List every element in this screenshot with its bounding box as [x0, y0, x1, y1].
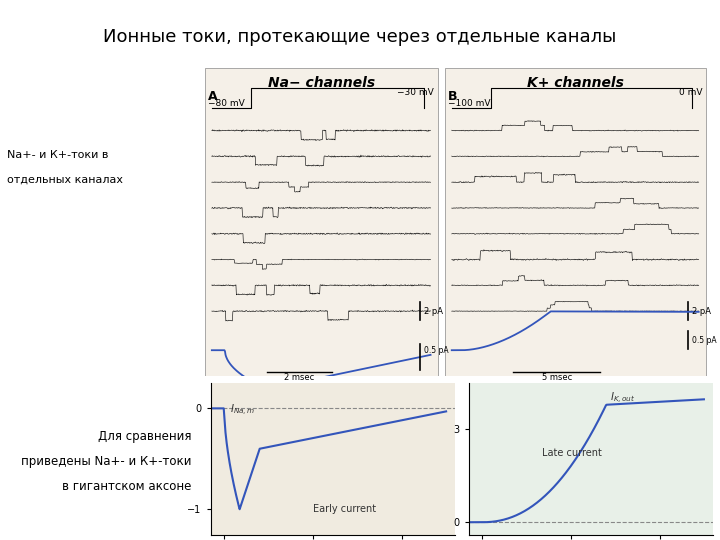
Text: K+ channels: K+ channels: [527, 76, 624, 90]
Text: $I_{K,out}$: $I_{K,out}$: [611, 391, 636, 406]
Text: 2 pA: 2 pA: [423, 307, 443, 315]
Bar: [204, 69, 438, 376]
Text: Для сравнения: Для сравнения: [98, 430, 192, 443]
Text: 2 pA: 2 pA: [692, 307, 711, 315]
Text: −80 mV: −80 mV: [208, 99, 245, 109]
Text: 0 mV: 0 mV: [679, 89, 702, 97]
Text: 2 msec: 2 msec: [284, 373, 315, 382]
Text: Late current: Late current: [542, 448, 602, 458]
Text: B: B: [448, 90, 458, 103]
Text: $I_{Na,m}$: $I_{Na,m}$: [230, 403, 256, 418]
Text: −30 mV: −30 mV: [397, 89, 434, 97]
Text: Early current: Early current: [313, 504, 377, 514]
Text: Na+- и К+-токи в: Na+- и К+-токи в: [7, 150, 109, 160]
Text: в гигантском аксоне: в гигантском аксоне: [62, 480, 192, 492]
Text: отдельных каналах: отдельных каналах: [7, 174, 123, 184]
Bar: [445, 69, 706, 376]
Text: A: A: [208, 90, 218, 103]
Text: Na− channels: Na− channels: [268, 76, 374, 90]
Text: 5 msec: 5 msec: [541, 373, 572, 382]
Text: приведены Na+- и К+-токи: приведены Na+- и К+-токи: [21, 455, 192, 468]
Text: 0.5 pA: 0.5 pA: [423, 346, 448, 355]
Text: Ионные токи, протекающие через отдельные каналы: Ионные токи, протекающие через отдельные…: [103, 28, 617, 46]
Text: −100 mV: −100 mV: [448, 99, 491, 109]
Text: 0.5 pA: 0.5 pA: [692, 336, 716, 345]
